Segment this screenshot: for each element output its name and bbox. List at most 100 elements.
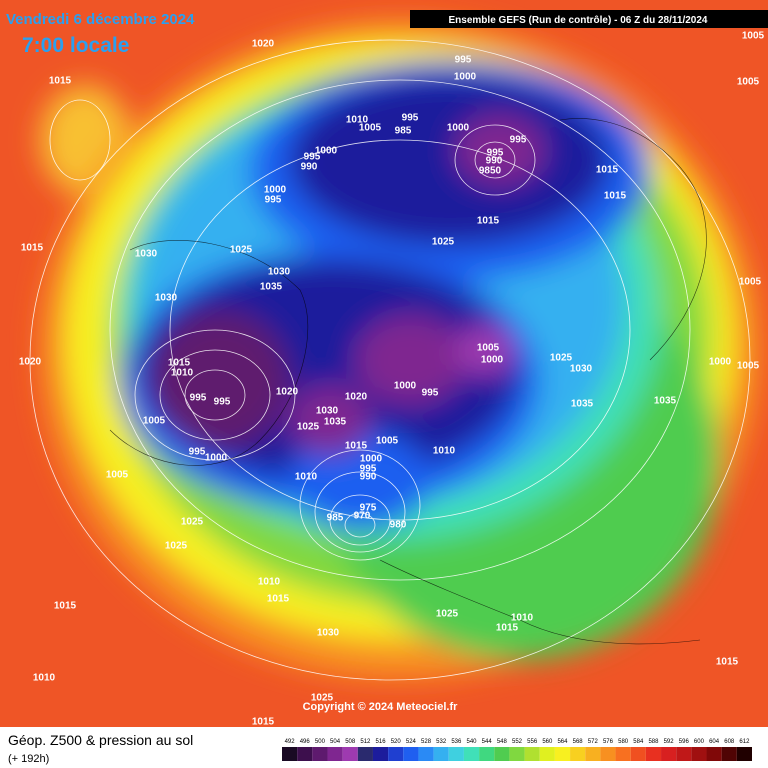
scale-swatch (661, 747, 677, 761)
scale-swatch (600, 747, 616, 761)
scale-label: 556 (527, 739, 538, 745)
isobar-label: 1005 (359, 123, 382, 134)
isobar-label: 1000 (481, 355, 504, 366)
scale-swatch (357, 747, 373, 761)
isobar-label: 1015 (596, 165, 619, 176)
isobar-label: 1025 (181, 517, 204, 528)
isobar-label: 1015 (21, 243, 44, 254)
scale-label: 608 (724, 739, 735, 745)
isobar-label: 1015 (477, 216, 500, 227)
isobar-label: 1010 (33, 673, 56, 684)
scale-swatch (615, 747, 631, 761)
scale-swatch (539, 747, 555, 761)
isobar-label: 1025 (165, 541, 188, 552)
scale-label: 536 (451, 739, 462, 745)
scale-label: 500 (315, 739, 326, 745)
isobar-label: 975 (360, 503, 377, 514)
isobar-label: 1010 (346, 115, 369, 126)
scale-swatch (630, 747, 646, 761)
isobar-label: 995 (455, 55, 472, 66)
isobar-label: 1015 (345, 441, 368, 452)
isobar-label: 980 (390, 520, 407, 531)
scale-label: 552 (512, 739, 523, 745)
isobar-label: 995 (265, 195, 282, 206)
scale-swatch (463, 747, 480, 761)
isobar-label: 1035 (654, 396, 677, 407)
isobar-label: 995 (402, 113, 419, 124)
isobar-label: 1025 (297, 422, 320, 433)
isobar-label: 985 (395, 126, 412, 137)
isobar-label: 995 (360, 464, 377, 475)
isobar-label: 1000 (205, 453, 228, 464)
scale-swatch (312, 747, 328, 761)
isobar-label: 1010 (295, 472, 318, 483)
scale-label: 588 (648, 739, 659, 745)
copyright: Copyright © 2024 Meteociel.fr (303, 701, 459, 713)
scale-label: 504 (330, 739, 341, 745)
isobar-label: 995 (189, 447, 206, 458)
scale-label: 612 (739, 739, 750, 745)
scale-label: 548 (497, 739, 508, 745)
scale-swatch (372, 747, 389, 761)
scale-swatch (494, 747, 510, 761)
scale-swatch (388, 747, 404, 761)
scale-label: 524 (406, 739, 417, 745)
scale-swatch (327, 747, 343, 761)
isobar-label: 1010 (258, 577, 281, 588)
scale-swatch (570, 747, 586, 761)
isobar-label: 1025 (550, 353, 573, 364)
isobar-label: 1035 (260, 282, 283, 293)
scale-swatch (342, 747, 358, 761)
scale-label: 560 (542, 739, 553, 745)
isobar-label: 995 (510, 135, 527, 146)
isobar-label: 1000 (447, 123, 470, 134)
isobar-label: 1005 (739, 277, 762, 288)
isobar-label: 1000 (394, 381, 417, 392)
isobar-label: 1015 (54, 601, 77, 612)
isobar-label: 1035 (571, 399, 594, 410)
isobar-label: 1005 (742, 31, 765, 42)
isobar-label: 1000 (264, 185, 287, 196)
isobar-label: 1030 (316, 406, 339, 417)
isobar-label: 990 (486, 156, 503, 167)
isobar-label: 1015 (168, 358, 191, 369)
isobar-label: 1025 (230, 245, 253, 256)
scale-label: 568 (573, 739, 584, 745)
isobar-label: 1020 (276, 387, 299, 398)
isobar-label: 1015 (252, 717, 275, 728)
scale-label: 492 (285, 739, 296, 745)
scale-swatch (509, 747, 525, 761)
isobar-label: 995 (487, 148, 504, 159)
isobar-label: 1010 (433, 446, 456, 457)
scale-swatch (585, 747, 601, 761)
isobar-label: 1000 (454, 72, 477, 83)
run-box (410, 10, 768, 28)
scale-label: 572 (588, 739, 599, 745)
scale-swatch (691, 747, 707, 761)
scale-label: 576 (603, 739, 614, 745)
isobar-label: 1015 (604, 191, 627, 202)
color-scale: 492 496 500 504 508 512 516 520 524 528 532 536 540 5… (282, 739, 752, 761)
isobar-label: 1030 (268, 267, 291, 278)
scale-label: 540 (467, 739, 478, 745)
isobar-label: 1010 (171, 368, 194, 379)
isobar-label: 995 (304, 152, 321, 163)
scale-swatch (297, 747, 313, 761)
isobar-label: 1005 (376, 436, 399, 447)
scale-label: 584 (633, 739, 644, 745)
isobar-label: 1005 (106, 470, 129, 481)
isobar-label: 1020 (252, 39, 275, 50)
run-info: Ensemble GEFS (Run de contrôle) - 06 Z d… (449, 15, 708, 26)
scale-label: 512 (360, 739, 371, 745)
isobar-label: 9850 (479, 166, 502, 177)
isobar-label: 1025 (432, 237, 455, 248)
isobar-label: 1030 (570, 364, 593, 375)
scale-label: 592 (664, 739, 675, 745)
isobar-label: 1005 (143, 416, 166, 427)
isobar-label: 990 (360, 472, 377, 483)
isobar-label: 970 (354, 511, 371, 522)
isobar-label: 985 (327, 513, 344, 524)
scale-swatch (706, 747, 722, 761)
isobar-label: 1000 (709, 357, 732, 368)
